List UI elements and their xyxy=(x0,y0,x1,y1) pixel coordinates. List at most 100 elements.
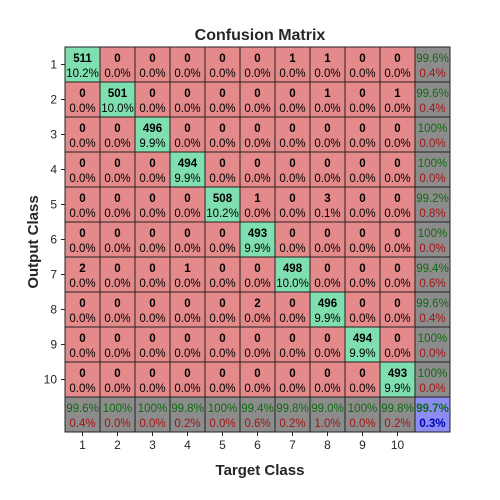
cell-percent: 0.0% xyxy=(209,348,235,360)
matrix-cell: 0 0.0% xyxy=(134,256,171,293)
cell-percent: 0.0% xyxy=(104,243,130,255)
summary-correct: 99.4% xyxy=(241,403,274,415)
y-tick-label: 7 xyxy=(50,268,57,282)
cell-count: 0 xyxy=(289,368,295,380)
matrix-cell: 0 0.0% xyxy=(239,46,276,83)
y-tick-label: 6 xyxy=(50,233,57,247)
cell-count: 0 xyxy=(219,228,225,240)
matrix-cell: 0 0.0% xyxy=(309,116,346,153)
cell-percent: 0.0% xyxy=(384,103,410,115)
cell-percent: 0.0% xyxy=(279,348,305,360)
cell-percent: 0.0% xyxy=(69,208,95,220)
cell-count: 494 xyxy=(353,333,373,345)
cell-percent: 0.0% xyxy=(314,243,340,255)
matrix-cell: 0 0.0% xyxy=(309,151,346,188)
x-tick-label: 2 xyxy=(114,438,121,452)
cell-percent: 10.2% xyxy=(206,208,239,220)
summary-background xyxy=(414,256,451,293)
cell-count: 0 xyxy=(79,298,85,310)
summary-background xyxy=(344,396,381,433)
cell-percent: 0.0% xyxy=(279,173,305,185)
matrix-cell: 0 0.0% xyxy=(99,46,136,83)
row-summary-cell: 100% 0.0% xyxy=(414,326,451,363)
matrix-cell: 501 10.0% xyxy=(99,81,136,118)
matrix-cell: 0 0.0% xyxy=(99,221,136,258)
matrix-cell: 0 0.0% xyxy=(169,291,206,328)
cell-count: 0 xyxy=(324,368,330,380)
cell-percent: 0.0% xyxy=(69,243,95,255)
matrix-cell: 0 0.0% xyxy=(99,326,136,363)
matrix-cell: 0 0.0% xyxy=(99,116,136,153)
x-tick-label: 8 xyxy=(324,438,331,452)
cell-count: 0 xyxy=(359,53,365,65)
cell-percent: 0.0% xyxy=(314,138,340,150)
matrix-cell: 494 9.9% xyxy=(344,326,381,363)
cell-count: 0 xyxy=(289,123,295,135)
cell-count: 0 xyxy=(114,53,120,65)
cell-background xyxy=(379,81,416,118)
cell-count: 494 xyxy=(178,158,198,170)
y-tick-label: 4 xyxy=(50,163,57,177)
x-tick-label: 5 xyxy=(219,438,226,452)
matrix-cell: 0 0.0% xyxy=(169,186,206,223)
cell-count: 0 xyxy=(219,158,225,170)
matrix-cell: 0 0.0% xyxy=(204,151,241,188)
cell-percent: 0.0% xyxy=(244,138,270,150)
matrix-cell: 0 0.0% xyxy=(64,116,101,153)
matrix-cell: 0 0.0% xyxy=(344,361,381,398)
summary-incorrect: 0.4% xyxy=(69,418,95,430)
summary-correct: 99.8% xyxy=(171,403,204,415)
matrix-cell: 0 0.0% xyxy=(239,151,276,188)
matrix-cell: 0 0.0% xyxy=(169,46,206,83)
cell-percent: 0.0% xyxy=(314,278,340,290)
row-summary-cell: 99.6% 0.4% xyxy=(414,291,451,328)
summary-correct: 99.6% xyxy=(66,403,99,415)
cell-count: 0 xyxy=(324,263,330,275)
matrix-cell: 0 0.0% xyxy=(274,361,311,398)
cell-background xyxy=(309,361,346,398)
summary-incorrect: 0.0% xyxy=(104,418,130,430)
overall-correct: 99.7% xyxy=(416,403,449,415)
cell-percent: 0.0% xyxy=(349,313,375,325)
matrix-cell: 0 0.0% xyxy=(379,256,416,293)
cell-background xyxy=(274,116,311,153)
cell-percent: 0.0% xyxy=(384,68,410,80)
cell-count: 0 xyxy=(184,228,190,240)
cell-percent: 0.0% xyxy=(279,313,305,325)
cell-count: 1 xyxy=(324,88,331,100)
summary-incorrect: 0.6% xyxy=(244,418,270,430)
cell-percent: 9.9% xyxy=(384,383,410,395)
cell-percent: 0.0% xyxy=(314,103,340,115)
cell-count: 0 xyxy=(324,158,330,170)
summary-incorrect: 0.0% xyxy=(209,418,235,430)
cell-count: 508 xyxy=(213,193,233,205)
cell-count: 0 xyxy=(359,88,365,100)
cell-percent: 0.0% xyxy=(69,278,95,290)
cell-count: 0 xyxy=(149,298,155,310)
cell-count: 493 xyxy=(388,368,407,380)
cell-background xyxy=(204,186,241,223)
cell-percent: 0.1% xyxy=(314,208,340,220)
cell-background xyxy=(344,326,381,363)
matrix-cell: 494 9.9% xyxy=(169,151,206,188)
cell-count: 0 xyxy=(254,158,260,170)
overall-incorrect: 0.3% xyxy=(419,418,445,430)
cell-percent: 10.0% xyxy=(276,278,309,290)
cell-percent: 0.0% xyxy=(209,68,235,80)
matrix-cell: 0 0.0% xyxy=(64,186,101,223)
cell-percent: 0.0% xyxy=(244,103,270,115)
cell-percent: 0.0% xyxy=(314,173,340,185)
cell-background xyxy=(379,256,416,293)
cell-background xyxy=(204,291,241,328)
x-tick-label: 10 xyxy=(391,438,405,452)
cell-background xyxy=(169,291,206,328)
cell-count: 0 xyxy=(114,263,120,275)
cell-percent: 0.0% xyxy=(384,313,410,325)
matrix-cell: 0 0.0% xyxy=(309,326,346,363)
cell-percent: 0.0% xyxy=(349,103,375,115)
summary-correct: 100% xyxy=(418,158,447,170)
y-axis-label: Output Class xyxy=(25,195,42,288)
cell-background xyxy=(169,81,206,118)
cell-count: 0 xyxy=(114,333,120,345)
column-summary-cell: 100% 0.0% xyxy=(204,396,241,433)
